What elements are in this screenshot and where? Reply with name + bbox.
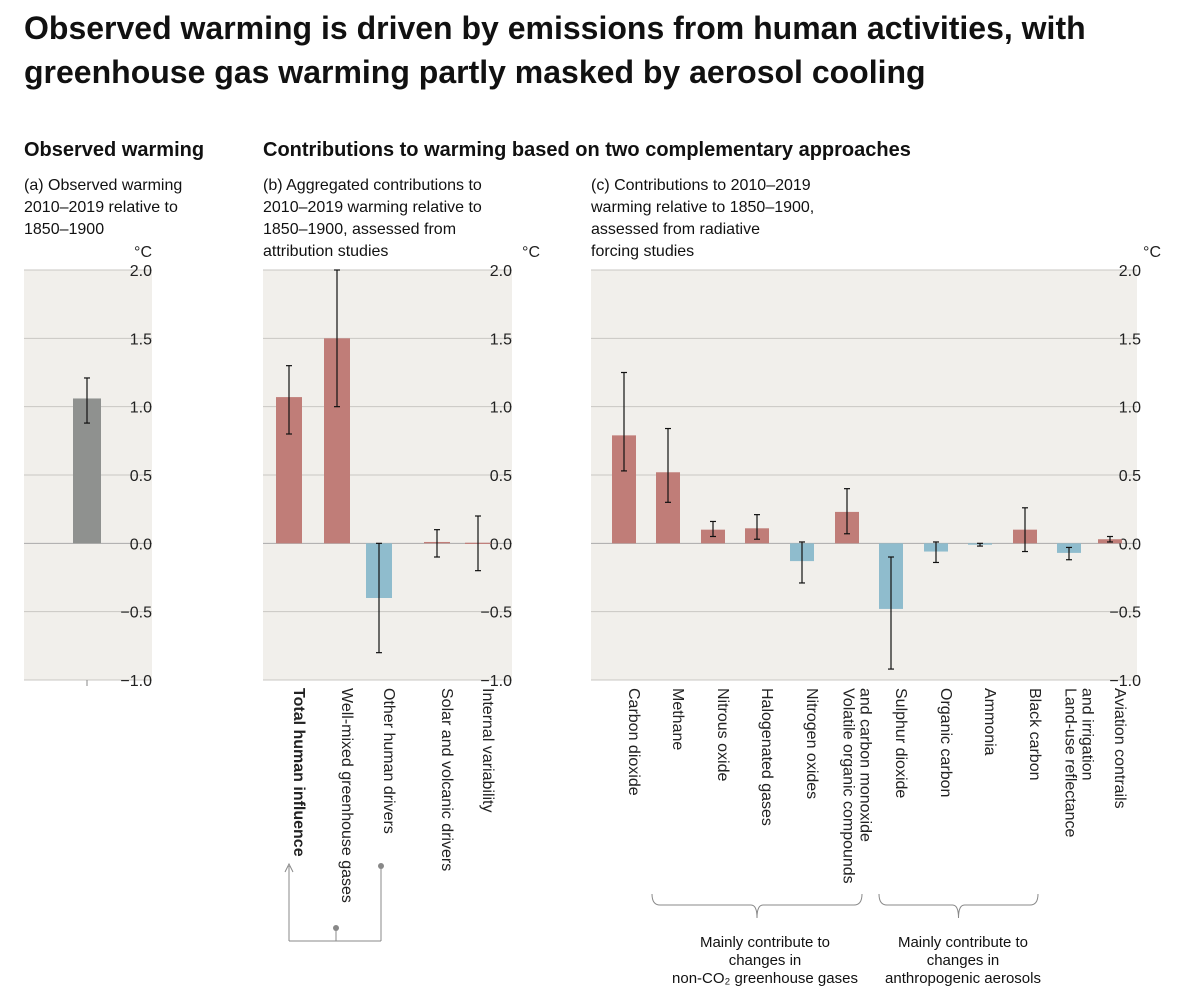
y-axis-unit: °C [1143, 244, 1161, 261]
connector-dot-icon [378, 863, 384, 869]
panel-c-subtitle-line: assessed from radiative [591, 221, 760, 238]
panel-b-subtitle-line: attribution studies [263, 243, 389, 260]
x-category-label: Aviation contrails [1111, 688, 1128, 809]
x-category-label: Volatile organic compounds [840, 688, 857, 884]
panel-c-subtitle-line: forcing studies [591, 243, 695, 260]
panel-b-subtitle-line: 2010–2019 warming relative to [263, 199, 482, 216]
section-heading-contributions: Contributions to warming based on two co… [263, 139, 911, 161]
y-tick-label: 0.5 [1119, 468, 1141, 485]
y-tick-label: 0.0 [490, 536, 512, 553]
bracket-label-line: changes in [926, 952, 1000, 969]
panel-a-subtitle: (a) Observed warming 2010–2019 relative … [24, 175, 182, 241]
y-tick-label: 1.0 [490, 400, 512, 417]
section-heading-observed: Observed warming [24, 139, 205, 161]
panel-c-subtitle-line: (c) Contributions to 2010–2019 [591, 177, 811, 194]
y-tick-label: −0.5 [120, 605, 152, 622]
y-tick-label: 1.5 [490, 331, 512, 348]
connector-arrow-icon [284, 862, 294, 873]
y-tick-label: 1.5 [130, 331, 152, 348]
y-tick-label: −1.0 [120, 673, 152, 690]
panel-a-subtitle-line: 2010–2019 relative to [24, 199, 178, 216]
y-axis-unit: °C [134, 244, 152, 261]
y-tick-label: 0.5 [130, 468, 152, 485]
bracket-label-line: changes in [728, 952, 802, 969]
bracket-label-aerosols: Mainly contribute to changes in anthropo… [866, 934, 1060, 988]
panel-b-subtitle: (b) Aggregated contributions to 2010–201… [263, 175, 482, 263]
x-category-label: Ammonia [981, 688, 998, 756]
y-tick-label: 2.0 [130, 263, 152, 280]
x-category-label: Carbon dioxide [625, 688, 642, 796]
y-tick-label: −1.0 [1109, 673, 1141, 690]
x-category-label: Methane [669, 688, 686, 750]
x-category-label: Other human drivers [380, 688, 397, 834]
x-category-label: Nitrogen oxides [803, 688, 820, 799]
y-tick-label: −1.0 [480, 673, 512, 690]
bracket-ghg [651, 893, 863, 919]
panel-a-subtitle-line: 1850–1900 [24, 221, 105, 238]
x-category-label: Well-mixed greenhouse gases [338, 688, 355, 903]
y-tick-label: 2.0 [1119, 263, 1141, 280]
x-category-label: and irrigation [1079, 688, 1096, 781]
y-tick-label: −0.5 [1109, 605, 1141, 622]
x-category-label: Black carbon [1026, 688, 1043, 781]
x-category-label: Organic carbon [937, 688, 954, 797]
panel-a-subtitle-line: (a) Observed warming [24, 177, 183, 194]
bracket-aerosols [878, 893, 1039, 919]
y-tick-label: 1.0 [130, 400, 152, 417]
bracket-label-ghg: Mainly contribute to changes in non-CO₂ … [650, 934, 880, 988]
x-category-label: Land-use reflectance [1062, 688, 1079, 838]
x-category-label: Halogenated gases [758, 688, 775, 826]
panel-b-subtitle-line: 1850–1900, assessed from [263, 221, 457, 238]
y-tick-label: 1.0 [1119, 400, 1141, 417]
title-line-2: greenhouse gas warming partly masked by … [24, 54, 926, 90]
bracket-label-line: anthropogenic aerosols [885, 970, 1041, 987]
y-axis-unit: °C [522, 244, 540, 261]
x-category-label: Internal variability [479, 688, 496, 813]
y-tick-label: 0.0 [1119, 536, 1141, 553]
title-line-1: Observed warming is driven by emissions … [24, 10, 1086, 46]
panel-c-subtitle: (c) Contributions to 2010–2019 warming r… [591, 175, 814, 263]
x-category-label: Total human influence [290, 688, 307, 857]
y-tick-label: 1.5 [1119, 331, 1141, 348]
panel-c-subtitle-line: warming relative to 1850–1900, [591, 199, 815, 216]
x-category-label: Solar and volcanic drivers [438, 688, 455, 871]
x-category-label: Sulphur dioxide [892, 688, 909, 798]
x-category-label: and carbon monoxide [857, 688, 874, 842]
bracket-label-line: Mainly contribute to [699, 934, 831, 951]
x-category-label: Nitrous oxide [714, 688, 731, 781]
page-title: Observed warming is driven by emissions … [24, 6, 1184, 94]
connector-dot-icon [333, 925, 339, 931]
bracket-label-line: Mainly contribute to [897, 934, 1029, 951]
bracket-label-line: non-CO₂ greenhouse gases [672, 970, 858, 987]
panel-b-subtitle-line: (b) Aggregated contributions to [263, 177, 482, 194]
y-tick-label: 0.0 [130, 536, 152, 553]
y-tick-label: 2.0 [490, 263, 512, 280]
y-tick-label: 0.5 [490, 468, 512, 485]
y-tick-label: −0.5 [480, 605, 512, 622]
